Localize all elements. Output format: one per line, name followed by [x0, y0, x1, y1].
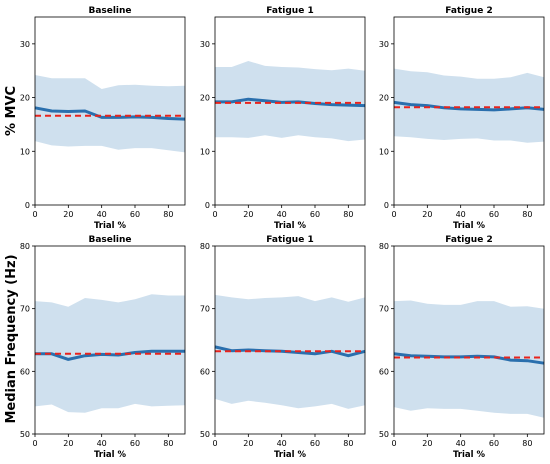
- y-tick-label: 0: [205, 201, 210, 210]
- y-tick-label: 50: [379, 430, 389, 439]
- x-axis-label: Trial %: [274, 450, 307, 460]
- y-tick-label: 30: [20, 40, 30, 49]
- x-tick-label: 80: [522, 439, 532, 448]
- axes-frame: [34, 245, 186, 435]
- x-axis-label: Trial %: [94, 450, 127, 460]
- axes-frame: [34, 16, 186, 206]
- y-tick-label: 70: [20, 305, 30, 314]
- band-area: [394, 68, 544, 143]
- mean-line: [34, 106, 186, 121]
- y-tick-label: 10: [200, 147, 210, 156]
- x-tick-label: 80: [522, 210, 532, 219]
- axes-frame: [214, 16, 366, 206]
- x-tick-label: 40: [456, 439, 466, 448]
- x-tick-label: 60: [130, 439, 140, 448]
- x-tick-label: 40: [277, 439, 287, 448]
- x-tick-label: 40: [97, 210, 107, 219]
- panel-title: Fatigue 1: [266, 6, 313, 16]
- y-tick-label: 20: [200, 94, 210, 103]
- x-tick-label: 20: [243, 210, 253, 219]
- panel-6: Fatigue 2 0 20 40 60 80 50 60 70 80 Trial %: [379, 235, 545, 460]
- y-tick-label: 30: [200, 40, 210, 49]
- y-tick-label: 60: [379, 367, 389, 376]
- x-tick-label: 20: [422, 210, 432, 219]
- axes-frame: [393, 245, 545, 435]
- y-tick-label: 30: [379, 40, 389, 49]
- y-tick-label: 0: [384, 201, 389, 210]
- y-tick-label: 60: [200, 367, 210, 376]
- x-tick-label: 80: [343, 439, 353, 448]
- mean-line: [393, 100, 545, 112]
- x-tick-label: 60: [310, 210, 320, 219]
- y-tick-label: 80: [379, 242, 389, 251]
- x-tick-label: 20: [63, 439, 73, 448]
- panel-title: Fatigue 2: [445, 235, 492, 245]
- y-tick-label: 70: [379, 305, 389, 314]
- panel-1: Baseline 0 20 40 60 80 0 10 20 30 Trial %: [20, 6, 186, 231]
- panel-title: Baseline: [88, 235, 131, 245]
- x-axis-label: Trial %: [453, 221, 486, 231]
- panel-3: Fatigue 2 0 20 40 60 80 0 10 20 30 Trial %: [379, 6, 545, 231]
- panel-5: Fatigue 1 0 20 40 60 80 50 60 70 80 Trial %: [200, 235, 366, 460]
- y-tick-label: 50: [200, 430, 210, 439]
- x-tick-label: 20: [63, 210, 73, 219]
- panel-2: Fatigue 1 0 20 40 60 80 0 10 20 30 Trial %: [200, 6, 366, 231]
- row-1-ylabel: % MVC: [4, 86, 19, 136]
- x-tick-label: 60: [489, 439, 499, 448]
- y-tick-label: 10: [20, 147, 30, 156]
- x-tick-label: 40: [97, 439, 107, 448]
- x-tick-label: 20: [422, 439, 432, 448]
- y-tick-label: 80: [200, 242, 210, 251]
- x-tick-label: 0: [391, 439, 396, 448]
- panel-title: Fatigue 1: [266, 235, 313, 245]
- panel-4: Baseline 0 20 40 60 80 50 60 70 80 Trial %: [20, 235, 186, 460]
- x-tick-label: 0: [212, 210, 217, 219]
- y-tick-label: 0: [25, 201, 30, 210]
- x-tick-label: 40: [456, 210, 466, 219]
- x-tick-label: 80: [343, 210, 353, 219]
- x-tick-label: 20: [243, 439, 253, 448]
- y-tick-label: 70: [200, 305, 210, 314]
- y-tick-label: 60: [20, 367, 30, 376]
- y-tick-label: 20: [20, 94, 30, 103]
- x-tick-label: 40: [277, 210, 287, 219]
- x-tick-label: 60: [310, 439, 320, 448]
- x-tick-label: 0: [391, 210, 396, 219]
- x-tick-label: 0: [32, 439, 37, 448]
- axes-frame: [393, 16, 545, 206]
- x-tick-label: 0: [32, 210, 37, 219]
- band-area: [35, 75, 185, 153]
- y-tick-label: 20: [379, 94, 389, 103]
- y-tick-label: 80: [20, 242, 30, 251]
- x-axis-label: Trial %: [94, 221, 127, 231]
- y-tick-label: 50: [20, 430, 30, 439]
- band-area: [394, 300, 544, 418]
- x-tick-label: 60: [130, 210, 140, 219]
- panel-title: Baseline: [88, 6, 131, 16]
- x-tick-label: 80: [163, 439, 173, 448]
- x-axis-label: Trial %: [274, 221, 307, 231]
- x-tick-label: 80: [163, 210, 173, 219]
- row-2-ylabel: Median Frequency (Hz): [4, 254, 19, 423]
- x-tick-label: 60: [489, 210, 499, 219]
- x-axis-label: Trial %: [453, 450, 486, 460]
- panel-title: Fatigue 2: [445, 6, 492, 16]
- y-tick-label: 10: [379, 147, 389, 156]
- axes-frame: [214, 245, 366, 435]
- x-tick-label: 0: [212, 439, 217, 448]
